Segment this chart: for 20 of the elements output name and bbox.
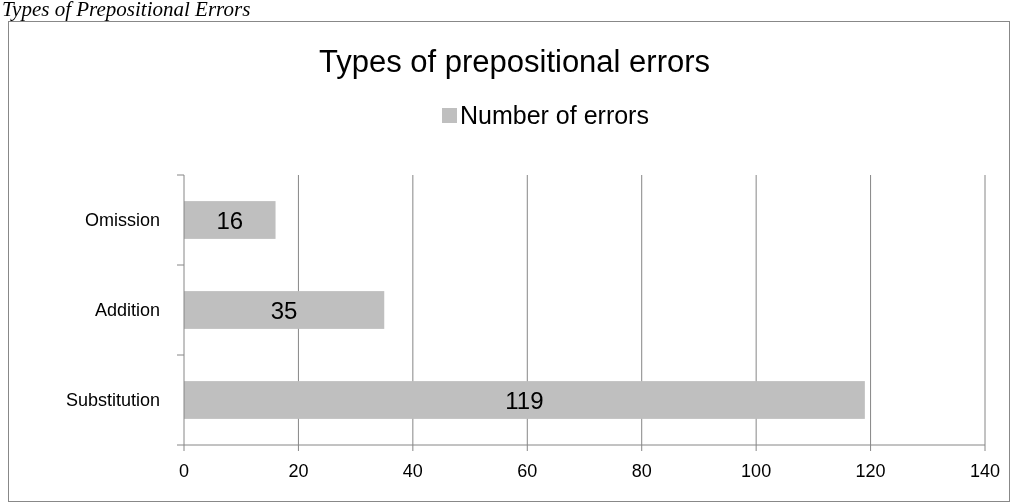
x-tick-label: 120: [855, 461, 886, 481]
x-tick-label: 140: [969, 461, 1001, 481]
text: Types of Prepositional Errors: [2, 0, 251, 21]
y-tick-label: Addition: [94, 300, 160, 321]
y-tick-label: Omission: [84, 210, 160, 231]
x-tick-label: 80: [631, 461, 652, 481]
x-tick-label: 60: [517, 461, 538, 481]
chart-title: Types of prepositional errors: [318, 44, 711, 79]
bar: [184, 291, 385, 329]
data-label: 16: [216, 206, 244, 234]
legend-label: Number of errors: [460, 101, 649, 129]
x-tick-label: 40: [402, 461, 423, 481]
data-label: 119: [505, 386, 544, 414]
y-tick-label: Substitution: [65, 390, 160, 411]
data-label: 35: [270, 296, 298, 324]
x-tick-label: 20: [288, 461, 309, 481]
x-tick-label: 100: [741, 461, 772, 481]
bar: [184, 201, 276, 239]
bar: [184, 381, 865, 419]
x-tick-label: 0: [178, 461, 190, 481]
